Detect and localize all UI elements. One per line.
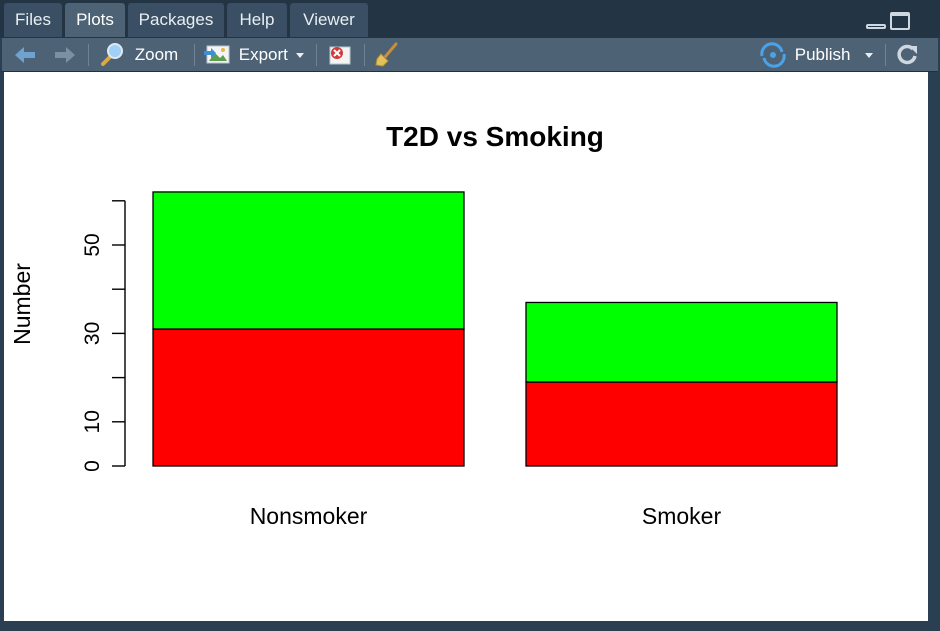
y-axis: 0 10 30 50 xyxy=(81,200,126,472)
chevron-down-icon xyxy=(295,53,304,59)
y-axis-label: Number xyxy=(9,263,35,345)
bar-nonsmoker-segment-0 xyxy=(152,328,465,467)
refresh-button[interactable] xyxy=(892,38,922,72)
publish-label: Publish xyxy=(794,45,851,64)
tab-viewer[interactable]: Viewer xyxy=(290,3,368,37)
x-tick-label: Nonsmoker xyxy=(250,503,368,529)
plot-viewer: T2D vs Smoking Number 0 10 30 50 Nonsmoker S… xyxy=(4,72,928,621)
tab-label: Plots xyxy=(76,10,114,29)
bar-smoker-segment-1 xyxy=(525,301,838,383)
tab-label: Files xyxy=(15,10,51,29)
y-tick-label: 30 xyxy=(81,322,104,345)
tab-label: Help xyxy=(239,10,275,29)
image-export-icon xyxy=(204,45,230,64)
y-tick-label: 50 xyxy=(81,233,104,256)
magnifier-icon xyxy=(101,43,123,66)
maximize-pane-icon[interactable] xyxy=(890,12,910,30)
tab-label: Packages xyxy=(138,10,214,29)
bars-group xyxy=(152,191,838,467)
tab-help[interactable]: Help xyxy=(227,3,287,37)
back-button[interactable] xyxy=(12,38,38,72)
tab-files[interactable]: Files xyxy=(4,3,62,37)
publish-icon xyxy=(760,42,786,68)
y-tick-label: 0 xyxy=(81,460,104,472)
toolbar-divider xyxy=(885,44,886,66)
window-controls xyxy=(852,12,912,32)
y-tick-label: 10 xyxy=(81,410,104,433)
toolbar-divider xyxy=(364,44,365,66)
publish-button[interactable]: Publish xyxy=(758,38,878,72)
arrow-left-icon xyxy=(15,47,35,63)
toolbar-divider xyxy=(316,44,317,66)
tab-label: Viewer xyxy=(303,10,355,29)
chevron-down-icon xyxy=(864,53,873,59)
export-button[interactable]: Export xyxy=(202,38,308,72)
toolbar-divider xyxy=(194,44,195,66)
tab-packages[interactable]: Packages xyxy=(128,3,224,37)
toolbar-divider xyxy=(88,44,89,66)
x-tick-labels: Nonsmoker Smoker xyxy=(250,503,722,529)
tab-bar: Files Plots Packages Help Viewer xyxy=(0,0,940,38)
export-label: Export xyxy=(238,45,288,64)
bar-nonsmoker-segment-1 xyxy=(152,191,465,330)
minimize-pane-icon[interactable] xyxy=(866,24,886,29)
plots-toolbar: Zoom Export Publish xyxy=(2,38,938,72)
x-tick-label: Smoker xyxy=(642,503,722,529)
zoom-label: Zoom xyxy=(134,45,179,64)
remove-plot-icon xyxy=(329,46,351,65)
refresh-icon xyxy=(897,44,917,65)
stacked-bar-chart: T2D vs Smoking Number 0 10 30 50 Nonsmoker S… xyxy=(9,121,838,529)
tab-plots[interactable]: Plots xyxy=(65,3,125,37)
bar-smoker-segment-0 xyxy=(525,381,838,467)
clear-all-plots-button[interactable] xyxy=(372,38,402,72)
forward-button[interactable] xyxy=(52,38,78,72)
arrow-right-icon xyxy=(55,47,75,63)
zoom-button[interactable]: Zoom xyxy=(98,38,184,72)
remove-plot-button[interactable] xyxy=(324,38,354,72)
broom-icon xyxy=(375,42,398,67)
chart-title: T2D vs Smoking xyxy=(386,121,604,152)
